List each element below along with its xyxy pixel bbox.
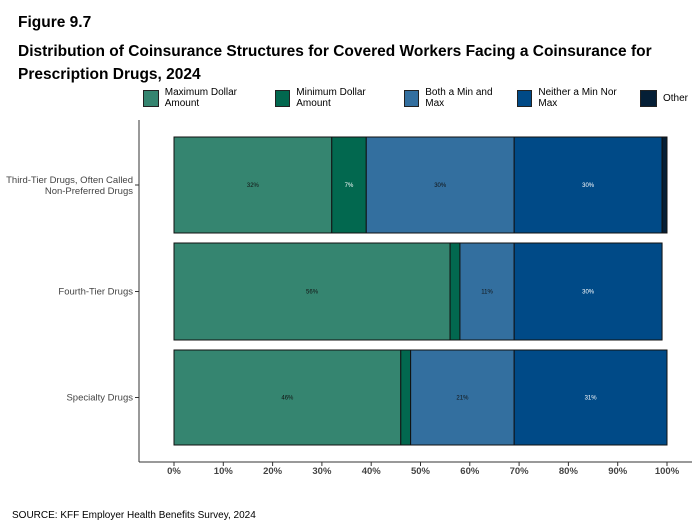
legend-label: Neither a Min Nor Max <box>538 87 617 109</box>
bar-segment <box>400 349 412 446</box>
x-tick-label: 0% <box>167 466 181 477</box>
x-tick-label: 30% <box>312 466 332 477</box>
chart-title: Distribution of Coinsurance Structures f… <box>18 43 652 83</box>
bar-segment <box>173 136 333 234</box>
data-label: 21% <box>456 396 469 402</box>
data-label: 31% <box>585 396 598 402</box>
x-tick-label: 40% <box>362 466 382 477</box>
legend-label: Both a Min and Max <box>425 87 493 109</box>
x-tick-label: 10% <box>214 466 234 477</box>
x-tick-label: 20% <box>263 466 283 477</box>
legend-swatch <box>143 89 159 107</box>
bar-segment <box>410 349 515 446</box>
x-tick-label: 90% <box>608 466 628 477</box>
category-label: Specialty Drugs <box>66 393 133 404</box>
data-label: 30% <box>582 183 595 189</box>
legend-label: Other <box>662 92 688 104</box>
bar-segment <box>513 242 663 341</box>
data-label: 11% <box>481 290 493 296</box>
data-label: 30% <box>582 290 595 296</box>
legend-item: Other <box>639 89 688 107</box>
legend-label: Minimum Dollar Amount <box>296 87 366 109</box>
data-label: 46% <box>281 396 294 402</box>
bar-segment <box>513 136 663 234</box>
bar-segment <box>661 136 668 234</box>
source-note: SOURCE: KFF Employer Health Benefits Sur… <box>12 510 256 521</box>
bar-segment <box>365 136 515 234</box>
legend-item: Both a Min and Max <box>403 87 507 109</box>
bar-segment <box>173 349 402 446</box>
x-tick-label: 60% <box>460 466 480 477</box>
bar-segment <box>513 349 668 446</box>
bar-segment <box>459 242 515 341</box>
legend-label: Maximum Dollar Amount <box>164 87 237 109</box>
category-label: Third-Tier Drugs, Often Called Non-Prefer… <box>6 175 133 197</box>
x-tick-label: 50% <box>411 466 431 477</box>
category-label: Fourth-Tier Drugs <box>58 287 133 298</box>
legend-item: Maximum Dollar Amount <box>143 87 265 109</box>
data-label: 32% <box>247 183 260 189</box>
legend: Maximum Dollar Amount Minimum Dollar Amou… <box>143 87 698 109</box>
legend-swatch <box>274 89 291 107</box>
bar-segment <box>449 242 461 341</box>
legend-swatch <box>403 89 420 107</box>
x-tick-label: 70% <box>510 466 530 477</box>
x-tick-label: 100% <box>655 466 680 477</box>
bar-segment <box>173 242 451 341</box>
legend-item: Neither a Min Nor Max <box>516 87 630 109</box>
figure-label: Figure 9.7 <box>18 14 92 31</box>
data-label: 30% <box>434 183 447 189</box>
legend-item: Minimum Dollar Amount <box>274 87 394 109</box>
legend-swatch <box>516 89 533 107</box>
data-label: 7% <box>345 183 354 189</box>
x-tick-label: 80% <box>559 466 579 477</box>
data-label: 56% <box>306 290 319 296</box>
legend-swatch <box>639 89 657 107</box>
